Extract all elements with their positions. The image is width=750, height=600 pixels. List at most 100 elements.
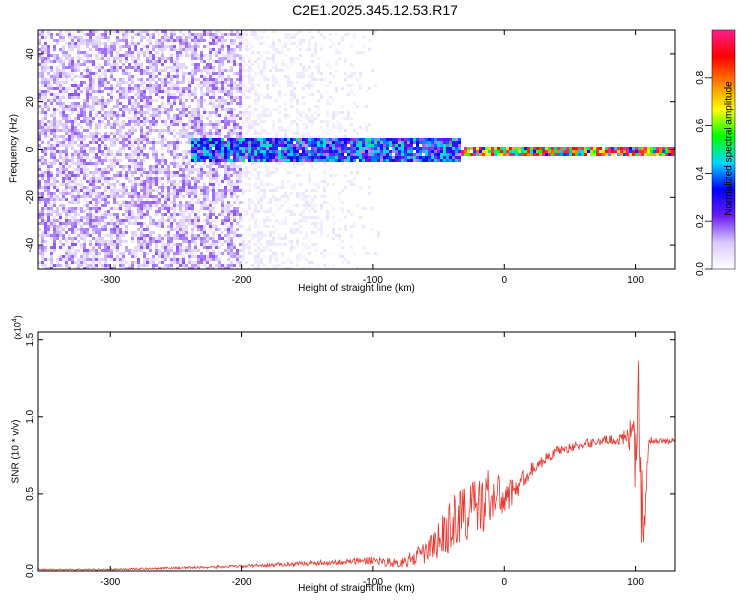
spectrogram-cell — [83, 135, 86, 138]
spectrogram-cell — [74, 108, 77, 111]
spectrogram-cell — [242, 219, 245, 222]
spectrogram-cell — [203, 237, 206, 240]
spectrogram-cell — [308, 84, 311, 87]
spectrogram-cell — [149, 195, 152, 198]
spectrogram-cell — [188, 36, 191, 39]
spectrogram-cell — [101, 108, 104, 111]
spectrogram-cell — [80, 108, 83, 111]
spectrogram-cell — [101, 258, 104, 261]
spectrogram-cell — [320, 150, 323, 153]
spectrogram-cell — [170, 33, 173, 36]
spectrogram-cell — [239, 90, 242, 93]
spectrogram-cell — [191, 33, 194, 36]
spectrogram-cell — [344, 78, 347, 81]
spectrogram-cell — [119, 261, 122, 264]
spectrogram-cell — [122, 33, 125, 36]
spectrogram-cell — [41, 132, 44, 135]
spectrogram-cell — [209, 138, 212, 141]
spectrogram-cell — [242, 189, 245, 192]
spectrogram-cell — [272, 54, 275, 57]
spectrogram-cell — [386, 144, 389, 147]
spectrogram-cell — [95, 54, 98, 57]
spectrogram-cell — [233, 192, 236, 195]
spectrogram-cell — [281, 153, 284, 156]
spectrogram-cell — [59, 156, 62, 159]
spectrogram-cell — [53, 237, 56, 240]
spectrogram-cell — [116, 225, 119, 228]
spectrogram-cell — [350, 246, 353, 249]
spectrogram-cell — [257, 42, 260, 45]
spectrogram-cell — [299, 147, 302, 150]
spectrogram-cell — [239, 96, 242, 99]
spectrogram-cell — [266, 108, 269, 111]
spectrogram-cell — [119, 258, 122, 261]
spectrogram-cell — [305, 153, 308, 156]
spectrogram-cell — [80, 168, 83, 171]
spectrogram-cell — [116, 132, 119, 135]
spectrogram-cell — [98, 51, 101, 54]
spectrogram-cell — [122, 141, 125, 144]
spectrogram-cell — [110, 258, 113, 261]
spectrogram-cell — [203, 144, 206, 147]
spectrogram-cell — [38, 144, 41, 147]
spectrogram-cell — [236, 141, 239, 144]
spectrogram-cell — [137, 57, 140, 60]
spectrogram-cell — [212, 87, 215, 90]
spectrogram-cell — [335, 141, 338, 144]
spectrogram-cell — [89, 48, 92, 51]
spectrogram-cell — [374, 147, 377, 150]
spectrogram-cell — [263, 120, 266, 123]
spectrogram-cell — [149, 120, 152, 123]
spectrogram-cell — [86, 87, 89, 90]
spectrogram-cell — [116, 153, 119, 156]
spectrogram-cell — [233, 126, 236, 129]
spectrogram-cell — [344, 228, 347, 231]
spectrogram-cell — [347, 156, 350, 159]
spectrogram-cell — [197, 78, 200, 81]
spectrogram-cell — [89, 126, 92, 129]
spectrogram-cell — [212, 111, 215, 114]
spectrogram-cell — [269, 69, 272, 72]
spectrogram-cell — [296, 108, 299, 111]
spectrogram-cell — [65, 144, 68, 147]
spectrogram-cell — [56, 126, 59, 129]
spectrogram-cell — [119, 87, 122, 90]
spectrogram-cell — [101, 174, 104, 177]
spectrogram-cell — [251, 138, 254, 141]
spectrogram-cell — [260, 129, 263, 132]
spectrogram-cell — [146, 108, 149, 111]
spectrogram-cell — [293, 231, 296, 234]
spectrogram-cell — [308, 132, 311, 135]
spectrogram-cell — [101, 192, 104, 195]
spectrogram-cell — [281, 219, 284, 222]
spectrogram-cell — [338, 42, 341, 45]
spectrogram-cell — [362, 159, 365, 162]
spectrogram-cell — [68, 264, 71, 267]
spectrogram-cell — [137, 123, 140, 126]
spectrogram-cell — [119, 219, 122, 222]
spectrogram-cell — [185, 183, 188, 186]
spectrogram-cell — [248, 249, 251, 252]
spectrogram-cell — [215, 225, 218, 228]
spectrogram-cell — [176, 195, 179, 198]
spectrogram-cell — [311, 141, 314, 144]
spectrogram-cell — [251, 198, 254, 201]
spectrogram-cell — [224, 150, 227, 153]
spectrogram-cell — [245, 42, 248, 45]
spectrogram-cell — [242, 33, 245, 36]
spectrogram-cell — [275, 141, 278, 144]
spectrogram-cell — [182, 111, 185, 114]
spectrogram-cell — [104, 30, 107, 33]
spectrogram-cell — [245, 210, 248, 213]
spectrogram-cell — [95, 132, 98, 135]
spectrogram-cell — [251, 201, 254, 204]
spectrogram-cell — [290, 153, 293, 156]
spectrogram-cell — [281, 63, 284, 66]
spectrogram-cell — [203, 258, 206, 261]
spectrogram-cell — [323, 78, 326, 81]
spectrogram-cell — [119, 96, 122, 99]
spectrogram-cell — [197, 66, 200, 69]
spectrogram-cell — [284, 267, 287, 269]
spectrogram-cell — [77, 87, 80, 90]
spectrogram-cell — [113, 231, 116, 234]
